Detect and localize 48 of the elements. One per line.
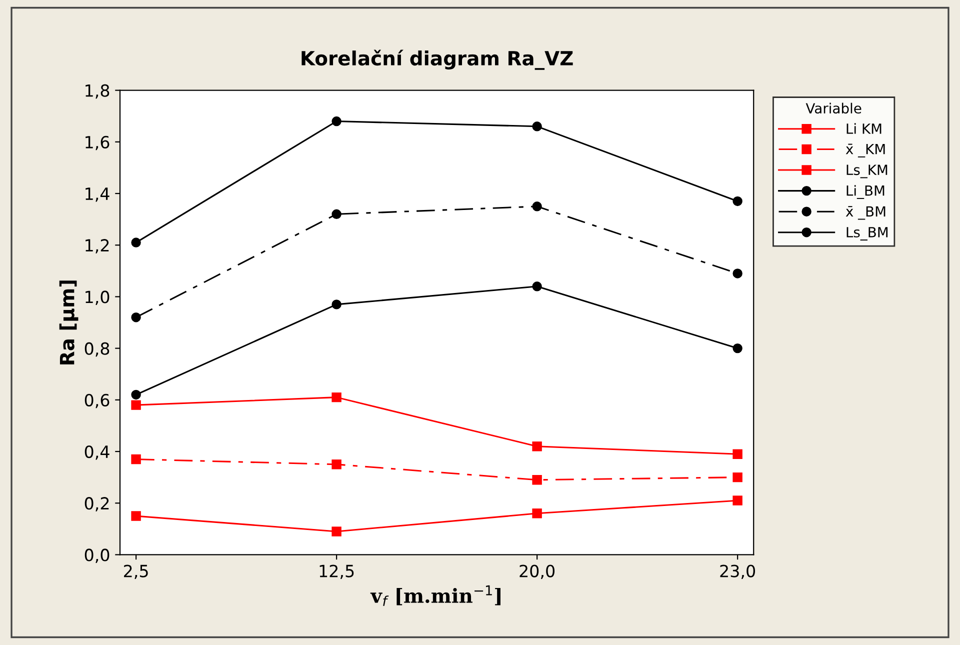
y-tick-label: 0,0 <box>84 548 110 563</box>
legend-label: x̄ _KM <box>846 144 885 158</box>
y-axis-title: Ra [µm] <box>59 280 78 364</box>
legend-label: Ls_BM <box>846 227 888 240</box>
point <box>532 202 542 212</box>
point <box>532 475 542 485</box>
x-tick-label: 12,5 <box>320 564 354 580</box>
y-tick-label: 1,8 <box>86 84 110 99</box>
point <box>732 472 742 482</box>
point <box>332 526 342 536</box>
legend-label: Li_BM <box>846 185 884 199</box>
point <box>332 300 342 310</box>
point <box>732 496 742 506</box>
point <box>732 343 742 354</box>
y-tick-label: 0,2 <box>84 497 109 512</box>
y-tick-label: 0,6 <box>84 394 110 408</box>
point <box>131 390 141 400</box>
y-tick-label: 1,4 <box>86 188 110 202</box>
point <box>131 511 141 521</box>
legend-label: x̄ _BM <box>846 206 886 220</box>
legend-label: Li KM <box>846 123 882 134</box>
x-tick-label: 23,0 <box>720 564 756 580</box>
y-tick-label: 0,4 <box>84 445 110 460</box>
point <box>332 392 342 402</box>
y-tick-label: 1,2 <box>86 239 109 254</box>
point <box>532 122 542 132</box>
point <box>732 449 742 459</box>
point <box>131 400 141 410</box>
point <box>131 238 141 248</box>
point <box>332 209 342 219</box>
point <box>532 441 542 452</box>
legend-title: Variable <box>806 102 862 114</box>
point <box>732 268 742 278</box>
point <box>332 116 342 126</box>
y-tick-label: 1,0 <box>86 290 110 305</box>
point <box>532 282 542 292</box>
legend-label: Ls_KM <box>846 164 888 178</box>
point <box>131 454 141 464</box>
y-tick-label: 1,6 <box>86 136 110 150</box>
x-tick-label: 20,0 <box>520 564 554 580</box>
x-tick-label: 2,5 <box>124 564 148 580</box>
point <box>732 196 742 206</box>
chart-title: Korelační diagram Ra_VZ <box>302 50 573 70</box>
y-tick-label: 0,8 <box>84 342 110 357</box>
point <box>332 460 342 470</box>
x-axis-title: v$_{f}$ [m.min$^{−1}$] <box>370 585 500 606</box>
point <box>532 508 542 518</box>
point <box>131 312 141 322</box>
